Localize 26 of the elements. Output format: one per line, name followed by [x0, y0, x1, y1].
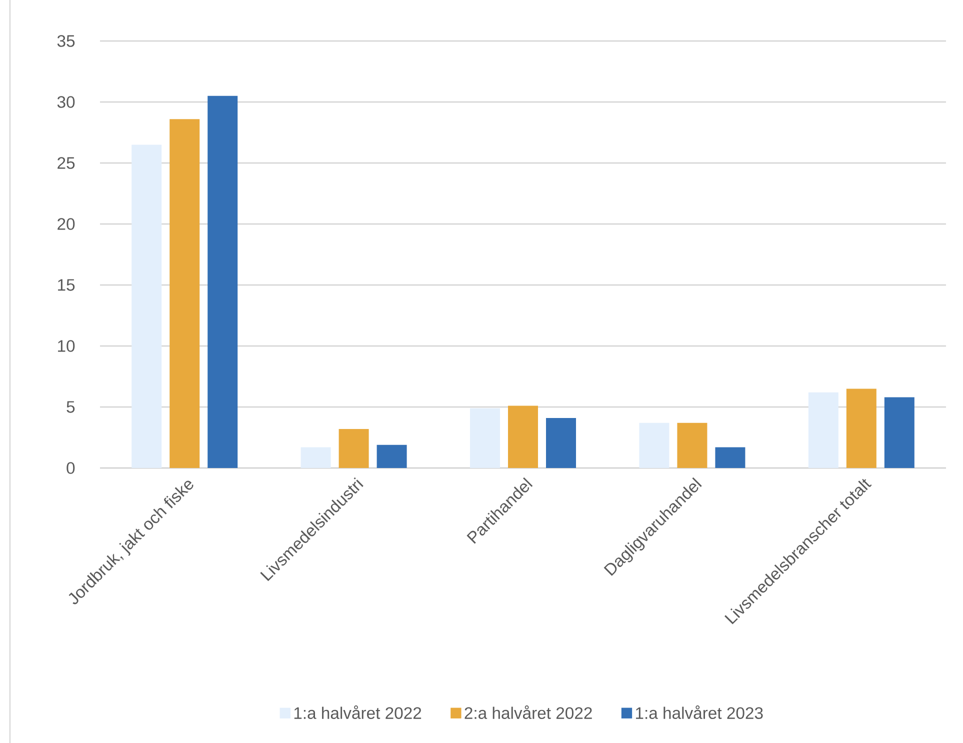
bar — [208, 96, 238, 468]
y-tick-label: 30 — [57, 96, 75, 108]
bar — [338, 428, 369, 468]
legend-label: 1:a halvåret 2023 — [636, 705, 763, 719]
y-tick-label: 25 — [58, 157, 75, 169]
bar — [846, 388, 876, 468]
bar — [300, 447, 331, 468]
legend-label: 2:a halvåret 2022 — [464, 705, 592, 719]
bar — [639, 422, 670, 468]
bar — [508, 406, 538, 468]
y-tick-label: 20 — [58, 218, 75, 230]
y-tick-label: 35 — [57, 35, 75, 47]
y-tick-label: 15 — [58, 279, 75, 291]
bar — [884, 397, 914, 468]
bar — [470, 408, 500, 468]
bar — [376, 444, 407, 468]
bar — [546, 418, 576, 468]
y-tick-label: 5 — [66, 401, 75, 413]
y-tick-label: 10 — [58, 340, 75, 352]
bar — [677, 422, 708, 468]
bar — [808, 392, 838, 468]
legend-label: 1:a halvåret 2022 — [294, 705, 422, 719]
y-tick-label: 0 — [66, 462, 75, 474]
bar — [170, 119, 200, 468]
bar — [132, 144, 162, 468]
bar — [715, 447, 746, 468]
